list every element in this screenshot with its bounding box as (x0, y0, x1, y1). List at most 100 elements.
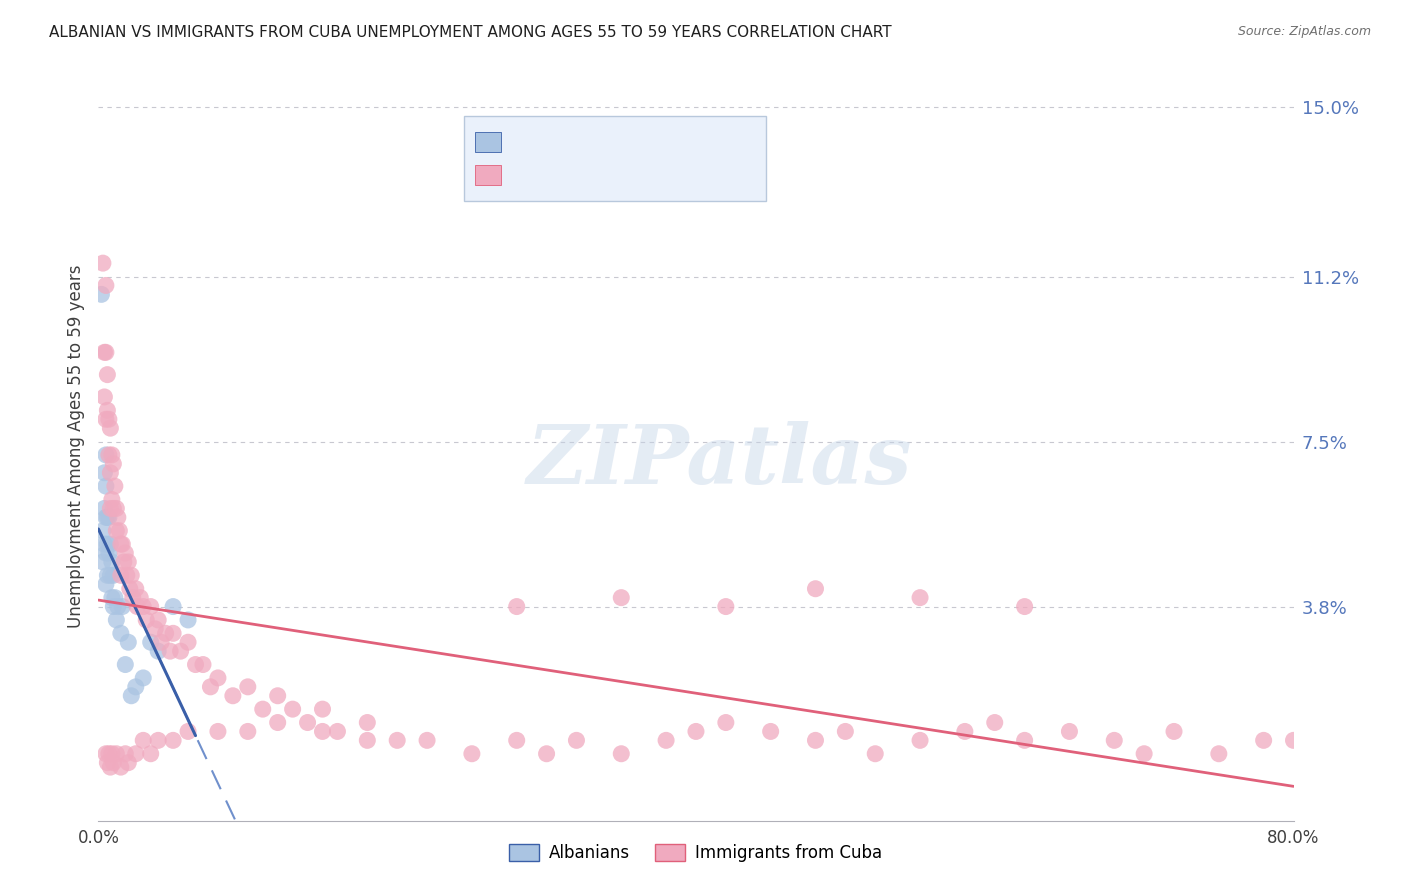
Point (98, 501, 122, 516)
Point (94, 546, 117, 560)
Point (105, 747, 128, 761)
Point (94, 479, 117, 493)
Point (96, 756, 118, 770)
Text: 111: 111 (643, 165, 678, 183)
Point (148, 644, 170, 658)
Point (98, 568, 122, 582)
Point (97, 510, 120, 524)
Point (107, 510, 129, 524)
Point (120, 689, 142, 703)
Point (655, 733, 678, 747)
Point (311, 702, 333, 716)
Point (132, 733, 155, 747)
Point (200, 680, 222, 694)
Point (104, 479, 127, 493)
Point (506, 599, 529, 614)
Point (1104, 733, 1126, 747)
Point (103, 501, 125, 516)
Point (610, 591, 633, 605)
Point (108, 524, 131, 538)
Point (96, 403, 118, 417)
Point (207, 724, 229, 739)
Point (908, 591, 931, 605)
Point (139, 747, 162, 761)
Point (714, 599, 737, 614)
Point (94, 345, 117, 359)
Point (103, 457, 125, 471)
Point (127, 599, 149, 614)
Point (101, 448, 124, 462)
Point (714, 715, 737, 730)
Point (1163, 724, 1185, 739)
Point (177, 613, 200, 627)
Text: N =: N = (605, 165, 641, 183)
Point (98, 466, 122, 480)
Point (93, 537, 115, 551)
Point (162, 733, 184, 747)
Point (236, 724, 259, 739)
Text: R =: R = (510, 132, 547, 150)
Point (297, 715, 319, 730)
Point (267, 715, 290, 730)
Point (98, 760, 122, 774)
Point (132, 599, 155, 614)
Point (311, 724, 333, 739)
Point (1014, 733, 1036, 747)
Point (610, 747, 633, 761)
Point (93, 501, 115, 516)
Point (91, 555, 114, 569)
Legend: Albanians, Immigrants from Cuba: Albanians, Immigrants from Cuba (503, 837, 889, 869)
Point (169, 644, 191, 658)
Text: Source: ZipAtlas.com: Source: ZipAtlas.com (1237, 25, 1371, 38)
Point (536, 747, 558, 761)
Point (91, 256, 114, 270)
Point (908, 733, 931, 747)
Point (162, 626, 184, 640)
Point (117, 756, 139, 770)
Point (103, 568, 125, 582)
Text: 36: 36 (643, 132, 665, 150)
Point (1282, 733, 1305, 747)
Point (105, 501, 128, 516)
Point (1059, 724, 1081, 739)
Point (96, 510, 118, 524)
Point (139, 599, 162, 614)
Point (101, 492, 124, 507)
Point (93, 466, 115, 480)
Point (177, 724, 200, 739)
Point (191, 657, 214, 672)
Point (125, 680, 148, 694)
Point (236, 680, 259, 694)
Point (117, 635, 139, 649)
Point (105, 524, 128, 538)
Point (101, 591, 124, 605)
Point (105, 613, 128, 627)
Point (114, 747, 136, 761)
Point (97, 448, 120, 462)
Point (98, 421, 122, 435)
Point (177, 635, 200, 649)
Point (1133, 747, 1156, 761)
Point (107, 599, 129, 614)
Point (207, 671, 229, 685)
Point (120, 568, 142, 582)
Point (148, 733, 170, 747)
Point (184, 657, 207, 672)
Point (416, 733, 439, 747)
Point (148, 613, 170, 627)
Point (94, 747, 117, 761)
Point (834, 724, 856, 739)
Point (98, 537, 122, 551)
Point (150, 635, 173, 649)
Text: R =: R = (510, 165, 547, 183)
Point (111, 599, 134, 614)
Text: N =: N = (605, 132, 641, 150)
Point (101, 555, 124, 569)
Point (506, 733, 529, 747)
Point (110, 760, 132, 774)
Point (759, 724, 782, 739)
Point (1208, 747, 1230, 761)
Point (461, 747, 484, 761)
Point (110, 537, 132, 551)
Point (135, 613, 157, 627)
